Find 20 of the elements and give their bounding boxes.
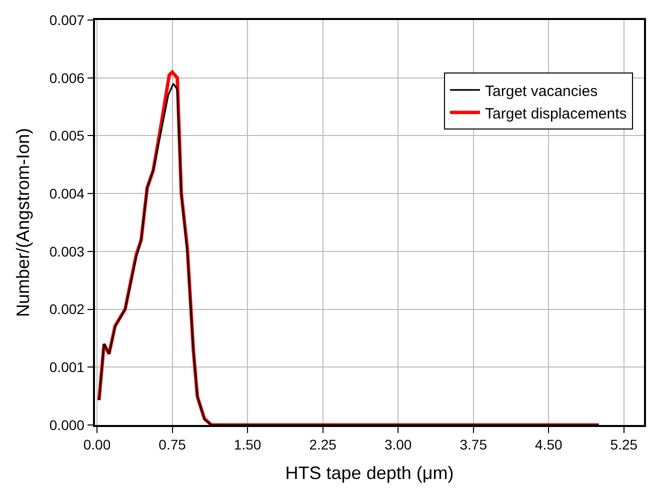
x-tick-label: 1.50 (234, 436, 262, 453)
x-tick-label: 5.25 (610, 436, 638, 453)
legend-label: Target vacancies (485, 82, 598, 100)
y-tick-label: 0.005 (49, 128, 85, 144)
x-tick-label: 0.00 (83, 436, 111, 453)
x-tick-label: 3.75 (460, 436, 488, 453)
y-tick-label: 0.006 (49, 70, 85, 86)
y-tick-label: 0.000 (49, 416, 85, 433)
y-tick-label: 0.001 (49, 359, 85, 376)
x-tick-label: 2.25 (309, 436, 337, 453)
y-axis-title: Number/(Angstrom-Ion) (13, 128, 34, 318)
legend-label: Target displacements (485, 105, 627, 122)
x-tick-label: 3.00 (384, 436, 412, 453)
y-tick-label: 0.007 (49, 12, 85, 28)
y-tick-label: 0.003 (49, 243, 85, 260)
x-axis-title: HTS tape depth (μm) (285, 463, 454, 484)
y-tick-label: 0.004 (49, 185, 85, 202)
y-tick-label: 0.002 (49, 301, 85, 318)
x-tick-label: 0.75 (158, 436, 186, 453)
x-tick-label: 4.50 (535, 436, 562, 453)
